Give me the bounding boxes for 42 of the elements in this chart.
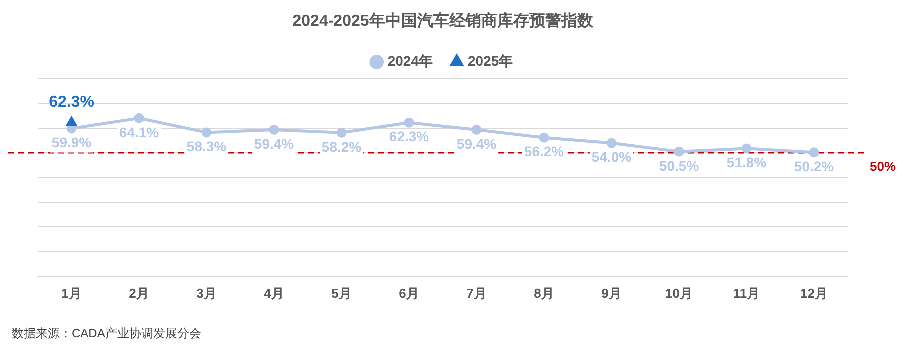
legend-label: 2024年 <box>388 53 434 70</box>
chart-title: 2024-2025年中国汽车经销商库存预警指数 <box>292 12 594 30</box>
point <box>674 146 684 157</box>
point <box>202 128 212 138</box>
point <box>539 132 550 143</box>
data-label: 62.3% <box>389 128 430 145</box>
x-tick-label: 6月 <box>399 286 420 301</box>
data-label: 54.0% <box>592 149 632 166</box>
x-tick-label: 3月 <box>196 286 217 301</box>
ref-line-label: 50% <box>870 159 896 174</box>
point <box>606 138 617 148</box>
x-tick-label: 5月 <box>332 286 352 301</box>
point <box>809 148 820 158</box>
legend-label: 2025年 <box>468 53 514 70</box>
point <box>269 124 280 135</box>
data-label: 62.3% <box>49 94 94 112</box>
data-label: 64.1% <box>119 124 160 140</box>
x-tick-label: 4月 <box>264 286 284 301</box>
data-label: 50.5% <box>659 158 700 174</box>
data-label: 59.4% <box>456 136 498 152</box>
point <box>472 124 482 135</box>
point <box>336 128 347 138</box>
x-tick-label: 11月 <box>733 286 760 301</box>
data-label: 51.8% <box>726 154 768 171</box>
data-label: 50.2% <box>794 158 835 175</box>
point <box>134 113 144 124</box>
data-label: 56.2% <box>524 144 565 160</box>
data-label: 59.4% <box>254 136 295 152</box>
x-tick-label: 7月 <box>466 286 487 301</box>
x-tick-label: 8月 <box>534 286 554 301</box>
source-note: 数据来源：CADA产业协调发展分会 <box>12 326 202 340</box>
x-tick-label: 12月 <box>800 286 828 301</box>
data-label: 58.3% <box>186 138 228 155</box>
data-label: 59.9% <box>52 134 92 151</box>
x-tick-label: 9月 <box>602 286 622 301</box>
x-tick-label: 1月 <box>62 286 82 301</box>
x-tick-label: 10月 <box>666 286 693 301</box>
point <box>404 118 414 128</box>
data-label: 58.2% <box>322 138 362 155</box>
point <box>66 117 77 126</box>
x-tick-label: 2月 <box>129 286 150 301</box>
point <box>742 144 752 154</box>
